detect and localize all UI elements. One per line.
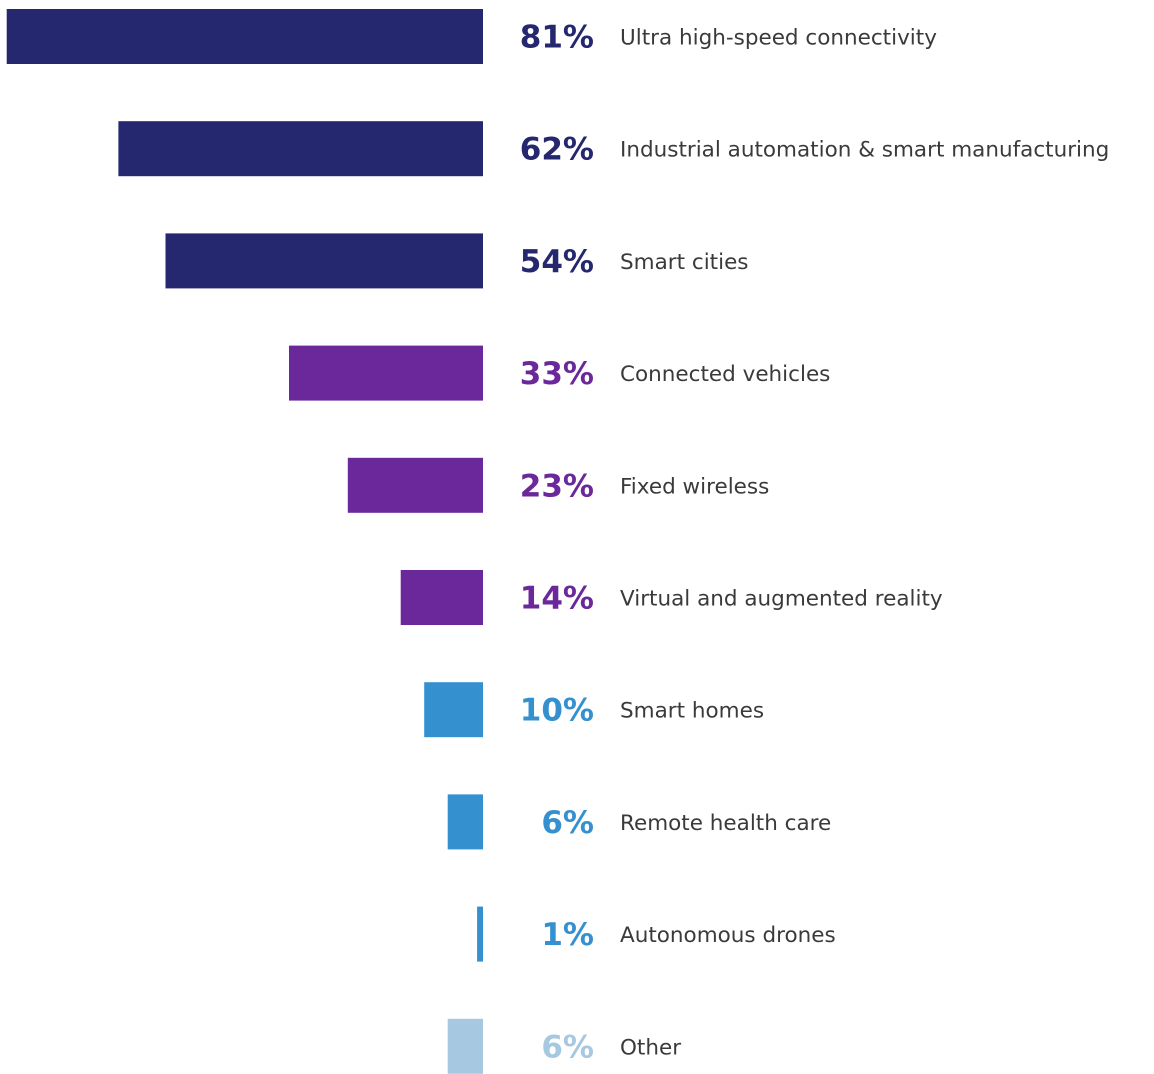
category-label-autonomous-drones: Autonomous drones: [620, 923, 836, 948]
value-label-industrial-automation-and-smart-manufacturing: 62%: [520, 132, 594, 168]
category-label-virtual-and-augmented-reality: Virtual and augmented reality: [620, 587, 943, 612]
bar-smart-cities: [165, 233, 483, 289]
value-label-fixed-wireless: 23%: [520, 468, 594, 504]
category-label-connected-vehicles: Connected vehicles: [620, 362, 830, 387]
bar-fixed-wireless: [347, 457, 483, 513]
value-label-virtual-and-augmented-reality: 14%: [520, 581, 594, 617]
category-label-smart-homes: Smart homes: [620, 699, 764, 724]
bar-other: [447, 1018, 483, 1074]
value-label-smart-homes: 10%: [520, 693, 594, 729]
bar-smart-homes: [424, 682, 483, 738]
bar-autonomous-drones: [477, 906, 483, 962]
bar-remote-health-care: [447, 794, 483, 850]
category-label-remote-health-care: Remote health care: [620, 811, 831, 836]
category-label-industrial-automation-and-smart-manufacturing: Industrial automation & smart manufactur…: [620, 138, 1109, 163]
value-label-ultra-high-speed-connectivity: 81%: [520, 20, 594, 56]
bar-virtual-and-augmented-reality: [400, 570, 483, 625]
category-label-ultra-high-speed-connectivity: Ultra high-speed connectivity: [620, 26, 937, 51]
value-label-other: 6%: [541, 1029, 594, 1065]
value-label-smart-cities: 54%: [520, 244, 594, 280]
value-label-remote-health-care: 6%: [541, 805, 594, 841]
bar-connected-vehicles: [289, 345, 483, 401]
value-label-connected-vehicles: 33%: [520, 356, 594, 392]
bar-industrial-automation-and-smart-manufacturing: [118, 121, 484, 177]
bars-group: [6, 9, 484, 1074]
category-label-other: Other: [620, 1035, 681, 1060]
category-label-smart-cities: Smart cities: [620, 250, 749, 275]
bar-ultra-high-speed-connectivity: [6, 9, 483, 64]
value-labels-group: 81% 62% 54% 33% 23% 14% 10% 6% 1% 6%: [520, 20, 594, 1066]
category-labels-group: Ultra high-speed connectivity Industrial …: [620, 26, 1109, 1061]
category-label-fixed-wireless: Fixed wireless: [620, 474, 769, 499]
value-label-autonomous-drones: 1%: [541, 917, 594, 953]
